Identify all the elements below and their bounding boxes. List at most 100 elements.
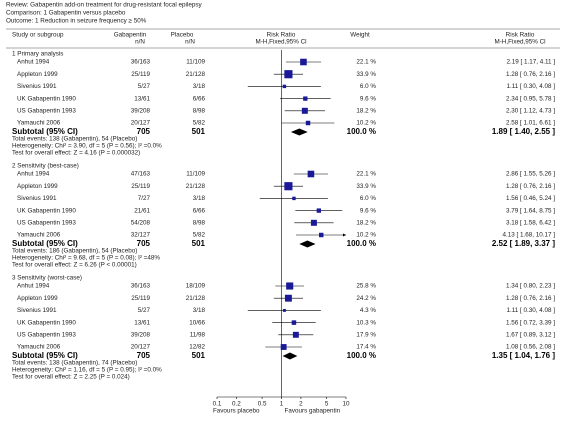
- x-tick-label: 0.5: [258, 401, 267, 408]
- weight: 9.6 %: [360, 207, 377, 214]
- risk-ratio: 2.34 [ 0.95, 5.78 ]: [506, 95, 555, 102]
- subgroup-note: Total events: 186 (Gabapentin), 54 (Plac…: [12, 248, 137, 255]
- subgroup-title: 1 Primary analysis: [12, 51, 63, 58]
- placebo-events: 6/66: [193, 95, 206, 102]
- study-marker: [286, 282, 294, 290]
- risk-ratio: 3.18 [ 1.58, 6.42 ]: [506, 219, 555, 226]
- gabapentin-events: 36/163: [131, 283, 151, 290]
- risk-ratio: 2.19 [ 1.17, 4.11 ]: [506, 59, 555, 66]
- placebo-events: 10/66: [189, 319, 205, 326]
- placebo-events: 11/109: [186, 171, 205, 178]
- subgroup-note: Heterogeneity: Chi² = 9.68, df = 5 (P = …: [12, 255, 160, 262]
- weight: 22.1 %: [356, 171, 376, 178]
- placebo-events: 3/18: [193, 83, 206, 90]
- gabapentin-events: 54/208: [131, 219, 151, 226]
- study-marker: [300, 58, 307, 66]
- placebo-events: 3/18: [193, 307, 206, 314]
- header-method: M-H,Fixed,95% Cl: [255, 39, 306, 46]
- risk-ratio: 1.56 [ 0.72, 3.39 ]: [506, 319, 555, 326]
- weight: 25.8 %: [356, 283, 376, 290]
- header-n: n/N: [185, 39, 195, 46]
- weight: 17.4 %: [356, 344, 376, 351]
- study-marker: [292, 331, 299, 338]
- subgroup-note: Test for overall effect: Z = 6.26 (P < 0…: [12, 262, 137, 269]
- study-marker: [280, 344, 287, 350]
- study-name: Appleton 1999: [17, 71, 58, 78]
- x-tick-label: 1: [280, 401, 284, 408]
- gabapentin-events: 36/163: [131, 59, 151, 66]
- placebo-events: 8/98: [193, 107, 206, 114]
- favours-left: Favours placebo: [213, 408, 260, 415]
- x-tick-label: 5: [325, 401, 329, 408]
- risk-ratio: 1.11 [ 0.30, 4.08 ]: [506, 83, 555, 90]
- gabapentin-events: 5/27: [138, 307, 151, 314]
- study-marker: [282, 308, 286, 312]
- header-risk-ratio: Risk Ratio: [267, 32, 296, 39]
- risk-ratio: 2.30 [ 1.12, 4.73 ]: [506, 107, 555, 114]
- header-n: n/N: [135, 39, 145, 46]
- subgroup-note: Test for overall effect: Z = 2.25 (P = 0…: [12, 374, 130, 381]
- gabapentin-events: 47/163: [131, 171, 151, 178]
- outcome: Outcome: 1 Reduction in seizure frequenc…: [6, 18, 147, 25]
- subtotal-gabapentin: 705: [137, 239, 151, 248]
- study-name: Appleton 1999: [17, 183, 58, 190]
- study-name: Anhut 1994: [17, 171, 50, 178]
- header-study: Study or subgroup: [12, 32, 64, 39]
- risk-ratio: 1.56 [ 0.46, 5.24 ]: [506, 195, 555, 202]
- gabapentin-events: 39/208: [131, 107, 151, 114]
- gabapentin-events: 25/119: [131, 71, 150, 78]
- study-marker: [292, 196, 296, 201]
- study-name: Appleton 1999: [17, 295, 58, 302]
- gabapentin-events: 25/119: [131, 183, 150, 190]
- placebo-events: 11/109: [186, 59, 205, 66]
- pooled-diamond: [290, 128, 308, 136]
- subtotal-placebo: 501: [192, 239, 206, 248]
- study-marker: [284, 182, 293, 191]
- gabapentin-events: 20/127: [131, 344, 151, 351]
- weight: 17.9 %: [356, 331, 376, 338]
- weight: 4.3 %: [360, 307, 377, 314]
- header-method: M-H,Fixed,95% Cl: [494, 39, 545, 46]
- subtotal-weight: 100.0 %: [347, 351, 376, 360]
- study-name: Anhut 1994: [17, 283, 50, 290]
- study-marker: [305, 120, 311, 126]
- study-name: Sivenius 1991: [17, 83, 57, 90]
- study-name: US Gabapentin 1993: [17, 219, 76, 226]
- study-name: Anhut 1994: [17, 59, 50, 66]
- risk-ratio: 4.13 [ 1.68, 10.17 ]: [502, 232, 555, 239]
- study-name: Sivenius 1991: [17, 195, 57, 202]
- weight: 18.2 %: [356, 219, 376, 226]
- risk-ratio: 2.86 [ 1.55, 5.26 ]: [506, 171, 555, 178]
- risk-ratio: 1.67 [ 0.89, 3.12 ]: [506, 331, 555, 338]
- study-marker: [318, 232, 324, 238]
- placebo-events: 21/128: [186, 183, 206, 190]
- placebo-events: 8/98: [193, 219, 206, 226]
- study-marker: [284, 294, 292, 302]
- study-marker: [284, 70, 293, 79]
- gabapentin-events: 32/127: [131, 232, 151, 239]
- placebo-events: 5/82: [193, 120, 206, 127]
- risk-ratio: 1.11 [ 0.30, 4.08 ]: [506, 307, 555, 314]
- x-tick-label: 10: [342, 401, 350, 408]
- study-marker: [301, 107, 308, 114]
- subtotal-weight: 100.0 %: [347, 239, 376, 248]
- study-name: Yamauchi 2006: [17, 232, 61, 239]
- study-marker: [310, 219, 317, 226]
- placebo-events: 12/82: [189, 344, 205, 351]
- placebo-events: 5/82: [193, 232, 206, 239]
- comparison: Comparison: 1 Gabapentin versus placebo: [6, 10, 126, 17]
- placebo-events: 11/98: [190, 331, 206, 338]
- weight: 9.6 %: [360, 95, 377, 102]
- gabapentin-events: 5/27: [138, 83, 151, 90]
- placebo-events: 3/18: [193, 195, 206, 202]
- subgroup-note: Total events: 138 (Gabapentin), 74 (Plac…: [12, 360, 137, 367]
- gabapentin-events: 13/61: [134, 95, 150, 102]
- weight: 6.0 %: [360, 195, 377, 202]
- study-marker: [291, 320, 297, 325]
- subtotal-label: Subtotal (95% CI): [12, 127, 78, 136]
- study-name: UK Gabapentin 1990: [17, 319, 76, 326]
- study-name: Sivenius 1991: [17, 307, 57, 314]
- subtotal-risk-ratio: 1.89 [ 1.40, 2.55 ]: [492, 127, 555, 136]
- study-marker: [307, 170, 315, 178]
